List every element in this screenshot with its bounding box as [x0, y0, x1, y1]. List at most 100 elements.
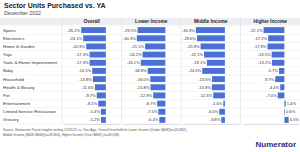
category-label: Limited Service Restaurant	[3, 109, 56, 114]
footnote: Middle Income ($40K-$80K)(n=28,800), Hig…	[3, 133, 120, 137]
panel: Higher Income-22.1%-17.2%-17.9%-13.5%-13…	[241, 18, 300, 125]
bars	[81, 27, 106, 123]
data-label: -5.7%	[267, 68, 278, 73]
bar	[223, 101, 225, 107]
bar	[272, 60, 284, 66]
data-label: -8.1%	[87, 101, 98, 106]
data-label: -26.1%	[127, 60, 140, 65]
data-label: -7.5%	[147, 109, 158, 114]
row-separator	[0, 107, 300, 108]
axis-line	[64, 124, 121, 125]
bar	[92, 68, 106, 74]
bar	[213, 92, 225, 98]
data-label: -4.4%	[269, 85, 280, 90]
bars	[196, 27, 225, 123]
axis-line	[243, 124, 300, 125]
bar	[83, 35, 106, 41]
data-label: 4.5%	[290, 117, 300, 122]
bar	[81, 27, 106, 33]
bar	[158, 109, 165, 115]
subtitle: December 2022	[4, 10, 41, 16]
row-separator	[0, 58, 300, 59]
row-separator	[0, 50, 300, 51]
data-labels: -26.2%-24.1%-20.9%-17.3%-17.3%-14.5%-13.…	[67, 28, 100, 123]
bar	[86, 43, 106, 49]
data-label: -21.5%	[131, 44, 144, 49]
panel: Middle Income -30.8%-29.6%-25.8%-22.1%-19…	[181, 18, 240, 125]
data-label: -6.0%	[208, 109, 219, 114]
data-label: -30.3%	[123, 36, 136, 41]
data-label: -1.6%	[212, 101, 223, 106]
bar	[148, 68, 166, 74]
data-label: -22.1%	[250, 28, 263, 33]
x-axis	[124, 124, 181, 125]
panel-divider	[240, 18, 241, 124]
data-label: -13.8%	[198, 85, 211, 90]
data-label: -7.0%	[266, 93, 277, 98]
data-label: -17.3%	[76, 60, 89, 65]
category-label: Electronics	[3, 36, 25, 41]
x-axis	[243, 124, 300, 125]
category-label: Pet	[3, 93, 10, 98]
bar	[145, 43, 165, 49]
data-label: -13.6%	[198, 77, 211, 82]
row-separator	[0, 124, 300, 125]
panel-header: Middle Income	[194, 19, 228, 24]
row-separator	[0, 26, 300, 27]
category-label: Health & Beauty	[3, 85, 36, 90]
panel-header: Higher Income	[254, 19, 288, 24]
data-label: -12.9%	[139, 93, 152, 98]
chart: Sector Units Purchased vs. YADecember 20…	[0, 0, 300, 152]
panel-header: Overall	[84, 19, 100, 24]
data-label: -3.8%	[210, 117, 221, 122]
data-label: -26.2%	[67, 28, 80, 33]
data-label: -9.7%	[85, 93, 96, 98]
data-labels: -22.1%-17.2%-17.9%-13.5%-13.2%-5.7%-9.7%…	[250, 28, 300, 123]
data-labels: -30.8%-29.6%-25.8%-22.1%-19.1%-24.0%-13.…	[182, 28, 223, 123]
data-label: -29.6%	[183, 36, 196, 41]
bar	[275, 76, 284, 82]
bar	[207, 60, 225, 66]
data-label: -13.2%	[258, 60, 271, 65]
data-label: -6.4%	[148, 117, 159, 122]
bar	[264, 27, 285, 33]
x-axis	[64, 124, 121, 125]
bar	[201, 43, 225, 49]
bar	[272, 52, 285, 58]
bar	[212, 76, 225, 82]
panel-divider	[62, 18, 63, 124]
data-label: -13.8%	[79, 77, 92, 82]
bar	[93, 76, 106, 82]
footnote: Source: Numerator Panel insights ending …	[3, 128, 187, 132]
category-label: Home & Garden	[3, 44, 35, 49]
category-label: Toys	[3, 52, 13, 57]
bar	[90, 52, 106, 58]
panel-divider	[121, 18, 122, 124]
header-background	[0, 18, 300, 25]
bar	[202, 68, 225, 74]
bar	[137, 35, 166, 41]
data-label: -17.3%	[76, 52, 89, 57]
data-label: -9.7%	[264, 77, 275, 82]
x-axis	[183, 124, 240, 125]
bar	[268, 35, 284, 41]
axis-line	[183, 124, 240, 125]
data-label: -20.9%	[72, 44, 85, 49]
bar	[97, 92, 106, 98]
bar	[98, 101, 106, 107]
data-label: -13.5%	[258, 52, 271, 57]
category-label: Tools & Home Improvement	[3, 60, 58, 65]
panel: Lower Income-29.5%-30.3%-21.5%-24.2%-26.…	[122, 18, 181, 125]
data-label: -12.3%	[199, 93, 212, 98]
category-label: Household	[3, 77, 25, 82]
bar	[212, 84, 225, 90]
bar	[284, 117, 288, 123]
bar	[143, 52, 166, 58]
row-separator	[0, 42, 300, 43]
data-label: -14.5%	[78, 68, 91, 73]
title: Sector Units Purchased vs. YA	[4, 2, 106, 9]
data-label: -24.2%	[129, 52, 142, 57]
category-label: Entertainment	[3, 101, 31, 106]
data-label: -5.2%	[89, 117, 100, 122]
bar	[138, 27, 166, 33]
